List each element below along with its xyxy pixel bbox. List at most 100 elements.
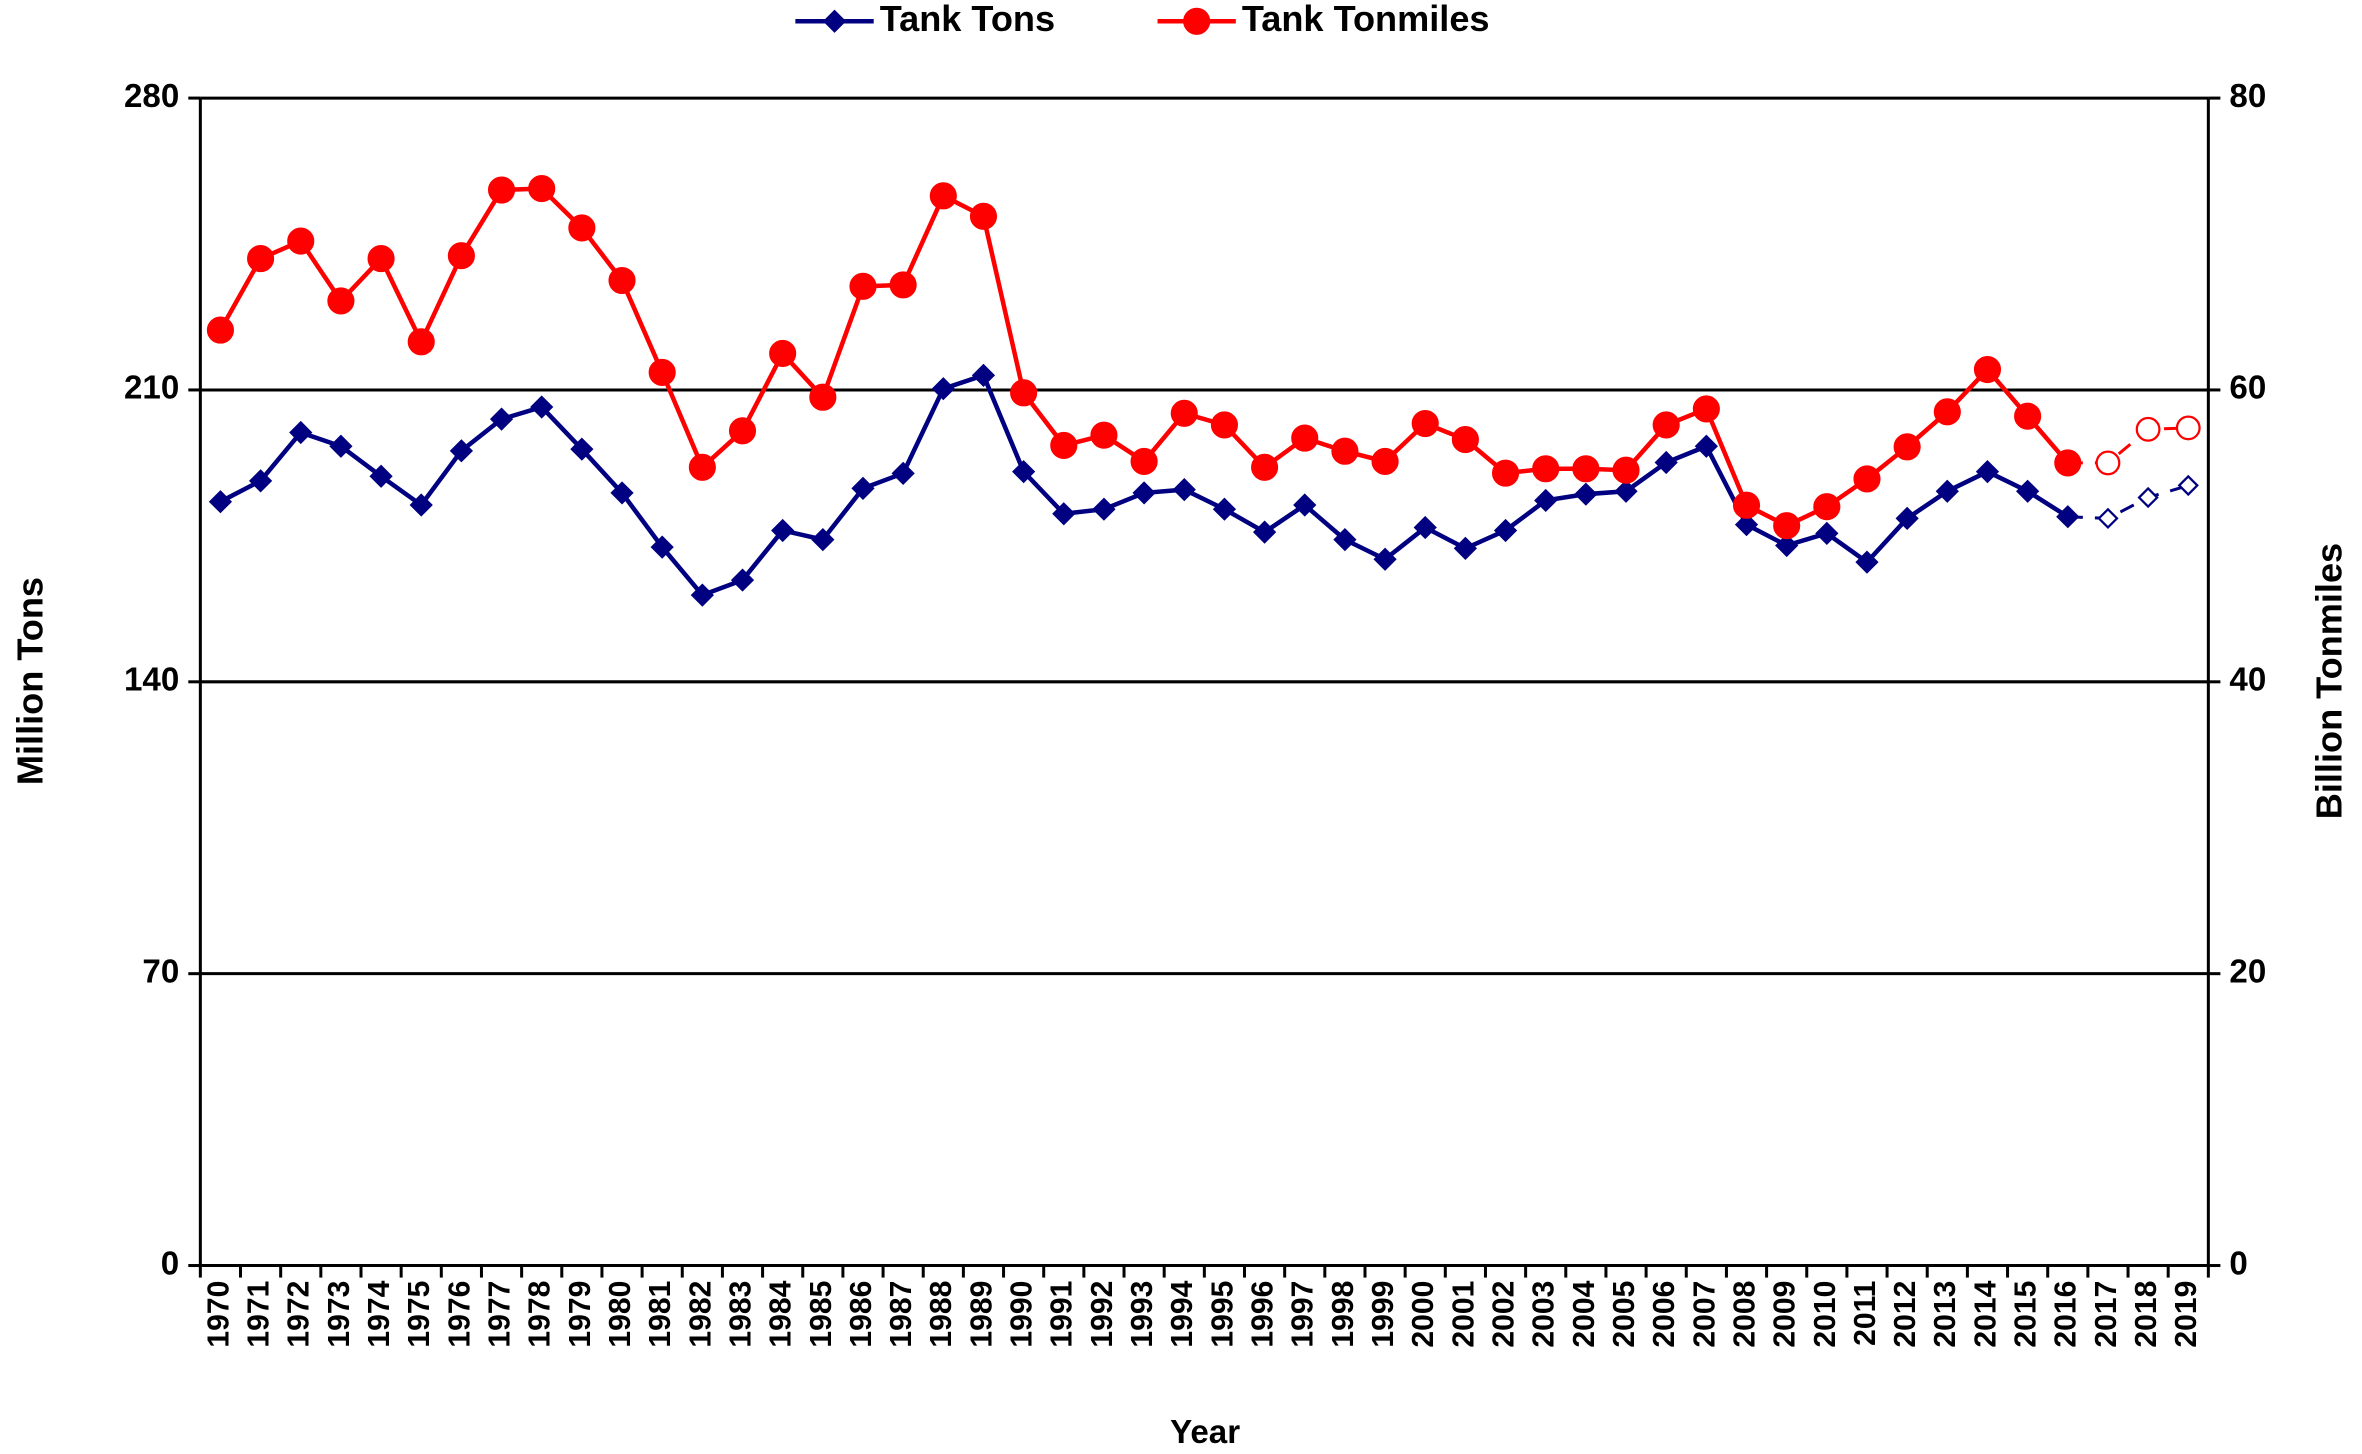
y2-tick-label: 20 (2229, 953, 2266, 990)
marker (530, 395, 554, 419)
marker (1130, 447, 1158, 476)
x-tick-label: 1991 (1046, 1281, 1079, 1348)
marker (849, 272, 877, 300)
marker (369, 464, 393, 488)
x-tick-label: 2013 (1929, 1281, 1962, 1348)
marker (287, 227, 315, 255)
marker (931, 377, 955, 401)
marker (2095, 450, 2121, 476)
marker (1815, 521, 1839, 545)
marker (1172, 477, 1196, 502)
marker (1734, 513, 1759, 537)
marker (1775, 533, 1799, 558)
marker (1012, 460, 1036, 484)
marker (1692, 395, 1720, 423)
x-tick-label: 1988 (925, 1281, 958, 1348)
marker (1732, 491, 1761, 519)
marker (929, 182, 957, 210)
x-tick-label: 2010 (1809, 1281, 1842, 1348)
x-tick-label: 2012 (1889, 1281, 1922, 1348)
marker (1534, 488, 1558, 513)
legend-label: Tank Tons (880, 0, 1055, 39)
marker (1572, 455, 1600, 483)
marker (1935, 479, 1959, 503)
x-tick-label: 2008 (1728, 1281, 1761, 1348)
marker (1451, 426, 1479, 454)
marker (1291, 424, 1319, 452)
marker (2056, 505, 2080, 529)
marker (1251, 453, 1279, 481)
x-tick-label: 1976 (443, 1281, 476, 1348)
x-tick-label: 2001 (1447, 1281, 1480, 1348)
marker (247, 245, 275, 273)
x-tick-label: 1998 (1327, 1281, 1360, 1348)
series-line-projected (2067, 426, 2189, 465)
marker (889, 271, 917, 299)
x-tick-label: 1978 (524, 1281, 557, 1348)
marker (1652, 411, 1680, 439)
x-tick-label: 2009 (1769, 1281, 1802, 1348)
marker (1855, 550, 1879, 574)
marker (1973, 355, 2002, 384)
marker (329, 434, 353, 458)
marker (2137, 486, 2159, 509)
marker (1773, 512, 1801, 540)
y2-tick-label: 0 (2229, 1245, 2247, 1282)
x-tick-label: 1975 (403, 1281, 436, 1348)
x-tick-label: 1993 (1126, 1281, 1159, 1348)
marker (528, 175, 556, 203)
marker (447, 242, 475, 270)
marker (570, 437, 594, 461)
x-tick-label: 1980 (604, 1281, 637, 1348)
marker (1170, 399, 1198, 427)
x-tick-label: 1971 (243, 1281, 276, 1348)
y-tick-label: 140 (124, 662, 179, 699)
marker (1491, 459, 1520, 487)
marker (730, 568, 755, 592)
x-tick-label: 1972 (283, 1281, 316, 1348)
marker (1132, 481, 1156, 505)
marker (1183, 7, 1211, 35)
y-tick-label: 70 (142, 953, 179, 990)
marker (891, 461, 915, 485)
y-tick-label: 280 (124, 78, 179, 115)
series-line-projected (2067, 483, 2189, 520)
marker (1333, 528, 1357, 552)
marker (1532, 455, 1560, 483)
marker (367, 245, 395, 273)
marker (769, 339, 797, 368)
x-tick-label: 2015 (2010, 1281, 2043, 1348)
marker (1813, 493, 1841, 521)
x-tick-label: 1992 (1086, 1281, 1119, 1348)
y2-axis-title: Billion Tonmiles (2308, 543, 2349, 819)
marker (688, 453, 716, 481)
y2-tick-label: 40 (2229, 662, 2266, 699)
marker (608, 266, 636, 295)
y2-tick-label: 80 (2229, 78, 2266, 115)
x-tick-label: 1982 (684, 1281, 717, 1348)
marker (409, 493, 433, 517)
x-tick-label: 2002 (1488, 1281, 1521, 1348)
marker (1413, 515, 1437, 540)
marker (1612, 456, 1640, 484)
x-tick-label: 2004 (1568, 1280, 1601, 1347)
marker (208, 490, 233, 514)
marker (568, 214, 596, 242)
marker (969, 202, 998, 230)
y2-tick-label: 60 (2229, 370, 2266, 407)
marker (1493, 518, 1518, 543)
marker (1694, 434, 1718, 458)
marker (648, 358, 676, 386)
x-tick-label: 1995 (1206, 1281, 1239, 1348)
x-tick-label: 2017 (2090, 1281, 2123, 1348)
marker (1090, 421, 1118, 449)
marker (1574, 482, 1598, 506)
marker (690, 583, 714, 607)
y-tick-label: 210 (124, 370, 179, 407)
x-tick-label: 2016 (2050, 1281, 2083, 1348)
marker (1052, 502, 1076, 526)
x-tick-label: 2005 (1608, 1281, 1641, 1348)
marker (449, 439, 473, 463)
